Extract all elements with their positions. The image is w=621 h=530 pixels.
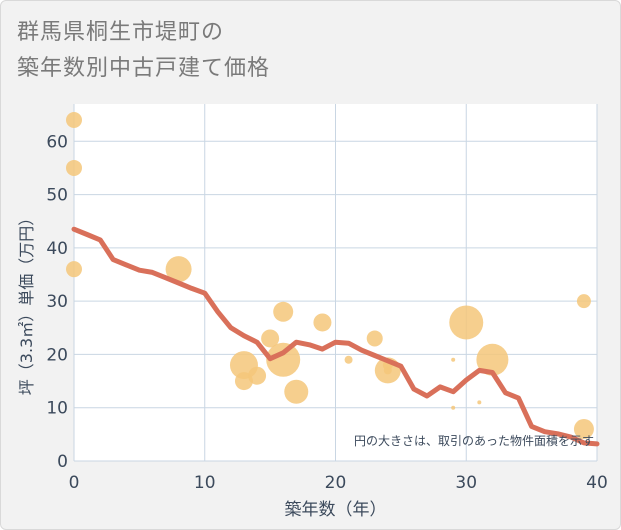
y-tick-label: 60 <box>46 132 68 152</box>
scatter-point <box>366 330 383 347</box>
y-tick-labels: 0 10 20 30 40 50 60 <box>46 132 68 472</box>
scatter-point <box>477 400 482 405</box>
scatter-point <box>449 305 484 340</box>
x-tick-label: 0 <box>69 473 80 493</box>
scatter-point <box>284 379 309 404</box>
x-tick-label: 10 <box>194 473 216 493</box>
scatter-point <box>344 355 353 364</box>
x-tick-label: 30 <box>455 473 477 493</box>
scatter-point <box>383 366 392 375</box>
x-axis-label: 築年数（年） <box>285 500 387 520</box>
scatter-point <box>66 159 82 176</box>
x-tick-labels: 0 10 20 30 40 <box>69 473 608 493</box>
chart-annotation: 円の大きさは、取引のあった物件面積を示す <box>354 433 594 448</box>
scatter-point <box>66 261 82 278</box>
grid-lines <box>73 104 598 462</box>
scatter-point <box>573 419 594 440</box>
scatter-point <box>576 294 591 309</box>
y-tick-label: 50 <box>46 186 68 206</box>
x-tick-label: 40 <box>586 473 608 493</box>
scatter-point <box>266 342 301 377</box>
title-line-1: 群馬県桐生市堤町の <box>17 20 225 45</box>
bubble-series <box>66 111 594 440</box>
trend-line <box>71 226 600 447</box>
scatter-point <box>451 357 456 362</box>
title-line-2: 築年数別中古戸建て価格 <box>17 56 271 81</box>
y-tick-label: 40 <box>46 239 68 259</box>
scatter-point <box>476 343 509 376</box>
scatter-point <box>165 256 192 283</box>
scatter-point <box>273 301 294 322</box>
chart-title: 群馬県桐生市堤町の 築年数別中古戸建て価格 <box>17 15 270 87</box>
x-tick-label: 20 <box>325 473 347 493</box>
scatter-point <box>451 405 456 410</box>
y-axis-label: 坪（3.3㎡）単価（万円） <box>17 210 36 395</box>
scatter-point <box>261 329 280 348</box>
y-tick-label: 10 <box>46 399 68 419</box>
y-tick-label: 0 <box>57 452 68 472</box>
scatter-point <box>66 111 82 128</box>
scatter-point <box>248 366 267 385</box>
y-tick-label: 20 <box>46 345 68 365</box>
y-tick-label: 30 <box>46 292 68 312</box>
scatter-point <box>313 313 332 332</box>
